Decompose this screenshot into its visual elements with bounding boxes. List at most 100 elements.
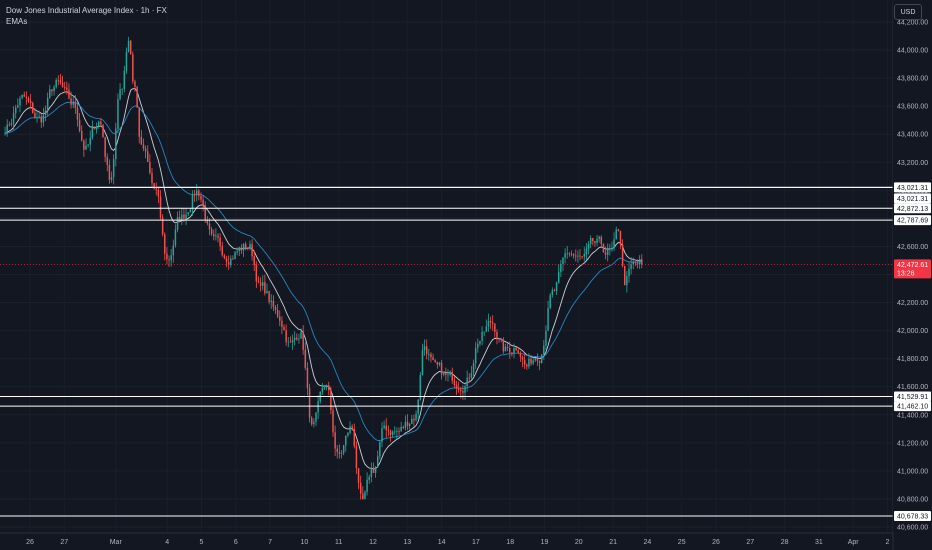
- candle-body: [442, 373, 445, 375]
- candle-body: [253, 256, 255, 265]
- x-tick-label[interactable]: 14: [438, 539, 446, 546]
- x-tick-label[interactable]: 7: [268, 539, 272, 546]
- candle-body: [523, 359, 526, 365]
- x-tick-label[interactable]: Apr: [848, 539, 860, 546]
- candle-body: [536, 358, 539, 361]
- candle-body: [21, 94, 23, 99]
- candle-body: [609, 248, 611, 250]
- candle-body: [242, 243, 245, 251]
- x-tick-label[interactable]: 10: [301, 539, 309, 546]
- candle-body: [129, 40, 132, 55]
- candle-body: [617, 229, 620, 231]
- candle-body: [621, 244, 624, 266]
- level-label-bg: [894, 511, 931, 522]
- x-tick-label[interactable]: 26: [712, 539, 720, 546]
- x-tick-label[interactable]: 11: [335, 539, 342, 546]
- candle-body: [462, 390, 464, 393]
- y-tick-label: 40,600.00: [897, 525, 928, 532]
- currency-button[interactable]: USD: [894, 4, 922, 20]
- candle-body: [592, 238, 594, 242]
- candle-body: [276, 309, 279, 317]
- x-tick-label[interactable]: 19: [541, 539, 549, 546]
- candle-body: [504, 346, 507, 352]
- candle-body: [557, 272, 560, 283]
- x-tick-label[interactable]: 5: [200, 539, 204, 546]
- x-tick-label[interactable]: 6: [234, 539, 238, 546]
- x-tick-label[interactable]: 28: [781, 539, 789, 546]
- candle-body: [370, 468, 373, 477]
- candle-body: [630, 264, 632, 269]
- candle-body: [206, 219, 209, 224]
- candle-body: [551, 290, 554, 295]
- candle-body: [623, 265, 626, 286]
- candle-body: [100, 121, 102, 125]
- x-tick-label[interactable]: 27: [60, 539, 68, 546]
- candle-body: [53, 86, 55, 92]
- candle-body: [29, 101, 32, 103]
- candle-body: [379, 442, 381, 457]
- level-label-bg: [894, 401, 931, 412]
- candle-body: [204, 205, 206, 220]
- candles: [4, 36, 643, 500]
- candle-body: [526, 364, 528, 367]
- candle-body: [155, 188, 158, 190]
- candle-body: [198, 190, 200, 196]
- x-tick-label[interactable]: 20: [575, 539, 583, 546]
- candle-body: [264, 282, 266, 294]
- candle-body: [146, 151, 149, 162]
- candle-body: [272, 300, 275, 307]
- candle-body: [641, 259, 643, 265]
- candle-body: [602, 244, 605, 253]
- candle-body: [532, 360, 534, 364]
- candle-body: [123, 70, 126, 89]
- candle-body: [372, 468, 375, 473]
- x-tick-label[interactable]: 21: [609, 539, 617, 546]
- candle-body: [419, 375, 422, 400]
- horizontal-levels[interactable]: [0, 186, 893, 517]
- candle-body: [247, 247, 249, 249]
- candle-body: [23, 94, 25, 97]
- candle-body: [496, 331, 498, 339]
- level-label-bg: [894, 215, 931, 226]
- candle-body: [266, 291, 268, 294]
- x-tick-label[interactable]: 27: [746, 539, 754, 546]
- x-tick-label[interactable]: 31: [815, 539, 823, 546]
- candle-body: [545, 330, 547, 346]
- candle-body: [181, 214, 183, 220]
- candle-body: [49, 89, 51, 98]
- x-tick-label[interactable]: 26: [26, 539, 34, 546]
- candle-body: [208, 223, 211, 230]
- candle-body: [236, 251, 238, 253]
- candle-body: [313, 421, 315, 425]
- candle-body: [494, 323, 496, 332]
- symbol-title[interactable]: Dow Jones Industrial Average Index · 1h …: [6, 6, 167, 15]
- x-tick-label[interactable]: Mar: [110, 539, 123, 546]
- candle-body: [436, 362, 439, 365]
- candle-body: [202, 199, 204, 206]
- candle-body: [70, 98, 72, 105]
- time-axis[interactable]: 26 27 Mar 4 5 6 7 10 11 12 13 14 17 18 19 20 21 24 25 26 27 2…: [26, 539, 889, 546]
- x-tick-label[interactable]: 2: [886, 539, 890, 546]
- candle-body: [178, 217, 181, 220]
- candle-body: [279, 316, 281, 321]
- x-tick-label[interactable]: 17: [472, 539, 480, 546]
- x-tick-label[interactable]: 12: [369, 539, 377, 546]
- candle-body: [400, 426, 402, 432]
- candle-body: [472, 363, 475, 373]
- candle-body: [249, 243, 251, 249]
- candle-body: [8, 124, 11, 126]
- candle-body: [34, 112, 36, 119]
- x-tick-label[interactable]: 4: [165, 539, 169, 546]
- x-tick-label[interactable]: 13: [403, 539, 411, 546]
- x-tick-label[interactable]: 24: [644, 539, 652, 546]
- x-tick-label[interactable]: 18: [506, 539, 514, 546]
- x-tick-label[interactable]: 25: [678, 539, 686, 546]
- level-label: 40,678.33: [897, 514, 928, 521]
- candle-body: [144, 148, 147, 152]
- candle-body: [521, 356, 524, 360]
- candle-body: [57, 79, 60, 81]
- candle-body: [581, 256, 583, 257]
- indicator-name[interactable]: EMAs: [6, 17, 28, 26]
- candle-body: [255, 264, 258, 282]
